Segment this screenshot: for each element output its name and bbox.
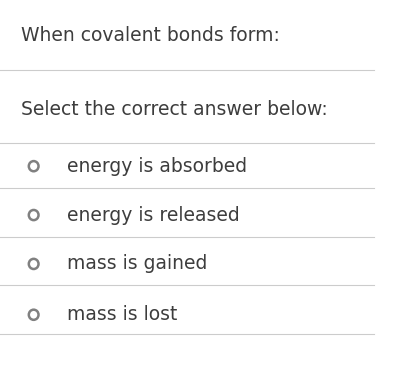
Text: mass is gained: mass is gained — [67, 255, 208, 273]
Text: mass is lost: mass is lost — [67, 305, 178, 324]
Text: When covalent bonds form:: When covalent bonds form: — [20, 26, 279, 45]
Text: energy is released: energy is released — [67, 206, 240, 224]
Text: Select the correct answer below:: Select the correct answer below: — [20, 100, 327, 119]
Text: energy is absorbed: energy is absorbed — [67, 157, 248, 176]
